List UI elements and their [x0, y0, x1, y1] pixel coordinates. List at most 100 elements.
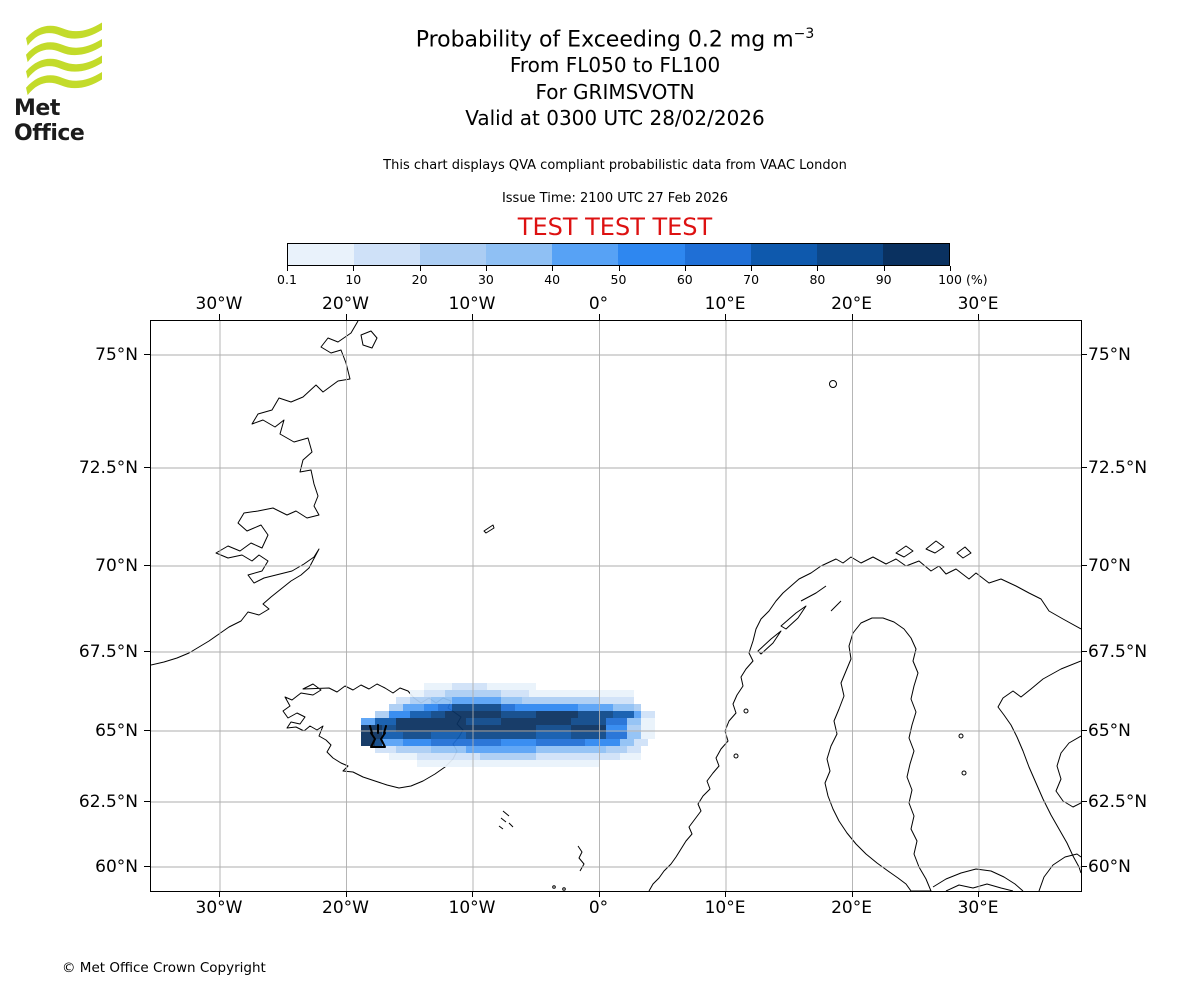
colorbar-segment [420, 244, 487, 265]
x-axis-label-top: 10°W [448, 294, 496, 314]
plume-cell [592, 704, 599, 711]
plume-cell [417, 704, 424, 711]
plume-cell [431, 683, 438, 690]
plume-cell [452, 718, 459, 725]
plume-cell [599, 690, 606, 697]
x-axis-tick-top [598, 314, 600, 320]
vesteralen-island [780, 605, 807, 630]
plume-cell [403, 732, 410, 739]
x-axis-tick-bottom [978, 891, 979, 897]
plume-cell [494, 753, 501, 760]
y-axis-label-right: 65°N [1088, 721, 1131, 741]
shetland-islands [577, 845, 585, 872]
plume-cell [508, 732, 515, 739]
plume-cell [515, 683, 522, 690]
plume-cell [592, 739, 599, 746]
plume-cell [508, 718, 515, 725]
plume-cell [599, 746, 606, 753]
plume-cell [634, 711, 641, 718]
x-axis-tick-bottom [219, 891, 220, 897]
plume-cell [536, 725, 543, 732]
plume-cell [459, 746, 466, 753]
plume-cell [620, 753, 627, 760]
plume-cell [389, 746, 396, 753]
plume-cell [606, 711, 613, 718]
plume-cell [452, 704, 459, 711]
plume-cell [529, 739, 536, 746]
gulf-of-bothnia-coast [824, 617, 932, 892]
plume-cell [627, 725, 634, 732]
plume-cell [438, 690, 445, 697]
colorbar-tick-label: 10 [345, 272, 362, 287]
plume-cell [487, 718, 494, 725]
plume-cell [578, 690, 585, 697]
plume-cell [613, 746, 620, 753]
plume-cell [480, 704, 487, 711]
plume-cell [543, 760, 550, 767]
colorbar-tick-label: 0.1 [277, 272, 297, 287]
plume-cell [634, 718, 641, 725]
x-axis-label-top: 0° [588, 294, 609, 314]
plume-cell [466, 697, 473, 704]
plume-cell [508, 683, 515, 690]
plume-cell [494, 732, 501, 739]
plume-cell [571, 739, 578, 746]
colorbar-segment [618, 244, 685, 265]
plume-cell [550, 711, 557, 718]
plume-cell [557, 739, 564, 746]
plume-cell [424, 725, 431, 732]
x-axis-label-bottom: 20°E [831, 898, 872, 918]
plume-cell [501, 704, 508, 711]
plume-cell [375, 711, 382, 718]
plume-cell [501, 725, 508, 732]
plume-cell [571, 718, 578, 725]
plume-cell [410, 753, 417, 760]
plume-cell [529, 760, 536, 767]
plume-cell [634, 746, 641, 753]
plume-cell [550, 760, 557, 767]
plume-cell [571, 746, 578, 753]
plume-cell [494, 725, 501, 732]
plume-cell [459, 760, 466, 767]
plume-cell [599, 725, 606, 732]
plume-cell [459, 753, 466, 760]
plume-cell [508, 704, 515, 711]
plume-cell [487, 704, 494, 711]
plume-cell [452, 739, 459, 746]
plume-cell [557, 760, 564, 767]
plume-cell [620, 711, 627, 718]
plume-cell [508, 739, 515, 746]
plume-cell [417, 725, 424, 732]
plume-cell [620, 704, 627, 711]
colorbar-tick-label: 60 [676, 272, 693, 287]
plume-cell [431, 704, 438, 711]
plume-cell [431, 746, 438, 753]
lake-shore [1055, 735, 1082, 808]
plume-cell [445, 683, 452, 690]
plume-cell [634, 739, 641, 746]
coastal-islet [733, 753, 739, 759]
plume-cell [480, 690, 487, 697]
y-axis-tick-right [1081, 801, 1087, 802]
plume-cell [578, 725, 585, 732]
tromso-island [800, 585, 827, 602]
colorbar-tick-label: 30 [477, 272, 494, 287]
plume-cell [599, 704, 606, 711]
plume-cell [487, 739, 494, 746]
plume-cell [459, 690, 466, 697]
plume-cell [452, 690, 459, 697]
plume-cell [571, 704, 578, 711]
plume-cell [403, 753, 410, 760]
plume-cell [424, 683, 431, 690]
plume-cell [571, 732, 578, 739]
page-title: Probability of Exceeding 0.2 mg m−3 [150, 26, 1080, 52]
plume-cell [410, 739, 417, 746]
plume-cell [494, 704, 501, 711]
y-axis-tick-right [1081, 866, 1087, 867]
plume-cell [564, 718, 571, 725]
probability-colorbar [287, 243, 950, 266]
page-title-text: Probability of Exceeding 0.2 mg m [415, 27, 794, 53]
plume-cell [466, 683, 473, 690]
plume-cell [438, 753, 445, 760]
plume-cell [368, 739, 375, 746]
